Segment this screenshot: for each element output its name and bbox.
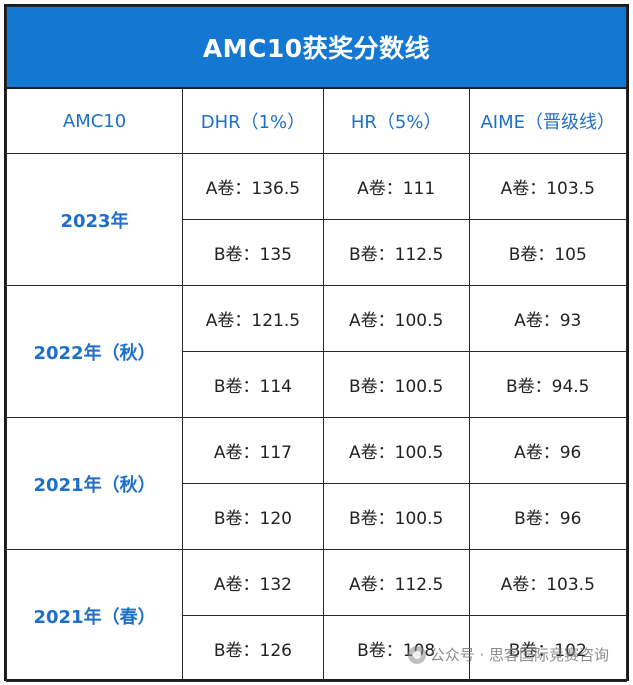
header-row: AMC10 DHR（1%） HR（5%） AIME（晋级线） (5, 87, 627, 154)
aime-cell: A卷：96 (468, 417, 627, 484)
table-title: AMC10获奖分数线 (6, 6, 627, 89)
dhr-cell: B卷：120 (182, 483, 324, 550)
table-row: 2022年（秋） A卷：121.5 A卷：100.5 A卷：93 (5, 285, 627, 418)
table-row: B卷：120 B卷：100.5 B卷：96 (7, 483, 627, 550)
dhr-cell: A卷：121.5 (182, 285, 324, 352)
hr-cell: B卷：100.5 (322, 483, 470, 550)
header-hr: HR（5%） (322, 87, 470, 154)
table-row: 2021年（秋） A卷：117 A卷：100.5 A卷：96 (5, 417, 627, 550)
hr-cell: B卷：108 (322, 615, 470, 682)
hr-cell: A卷：100.5 (322, 417, 470, 484)
table-row: B卷：126 B卷：108 B卷：102 (7, 615, 627, 682)
dhr-cell: B卷：126 (182, 615, 324, 682)
dhr-cell: B卷：114 (182, 351, 324, 418)
year-label: 2021年（秋） (5, 417, 184, 550)
hr-cell: A卷：100.5 (322, 285, 470, 352)
table-row: B卷：114 B卷：100.5 B卷：94.5 (7, 351, 627, 418)
aime-cell: A卷：103.5 (468, 549, 627, 616)
year-label: 2023年 (5, 153, 184, 286)
score-table-container: AMC10获奖分数线 AMC10 DHR（1%） HR（5%） AIME（晋级线… (4, 4, 629, 682)
dhr-cell: B卷：135 (182, 219, 324, 286)
aime-cell: B卷：94.5 (468, 351, 627, 418)
header-aime: AIME（晋级线） (468, 87, 627, 154)
aime-cell: B卷：96 (468, 483, 627, 550)
header-amc10: AMC10 (5, 87, 184, 154)
year-label: 2021年（春） (5, 549, 184, 682)
hr-cell: B卷：100.5 (322, 351, 470, 418)
hr-cell: A卷：112.5 (322, 549, 470, 616)
title-row: AMC10获奖分数线 (6, 6, 627, 89)
header-dhr: DHR（1%） (182, 87, 324, 154)
hr-cell: A卷：111 (322, 153, 470, 220)
dhr-cell: A卷：132 (182, 549, 324, 616)
score-table: AMC10获奖分数线 AMC10 DHR（1%） HR（5%） AIME（晋级线… (5, 6, 627, 682)
aime-cell: A卷：103.5 (468, 153, 627, 220)
dhr-cell: A卷：136.5 (182, 153, 324, 220)
table-row: 2021年（春） A卷：132 A卷：112.5 A卷：103.5 (5, 549, 627, 682)
aime-cell: A卷：93 (468, 285, 627, 352)
hr-cell: B卷：112.5 (322, 219, 470, 286)
year-label: 2022年（秋） (5, 285, 184, 418)
aime-cell: B卷：105 (468, 219, 627, 286)
dhr-cell: A卷：117 (182, 417, 324, 484)
table-row: 2023年 A卷：136.5 A卷：111 A卷：103.5 (5, 153, 627, 286)
table-row: B卷：135 B卷：112.5 B卷：105 (7, 219, 627, 286)
aime-cell: B卷：102 (468, 615, 627, 682)
